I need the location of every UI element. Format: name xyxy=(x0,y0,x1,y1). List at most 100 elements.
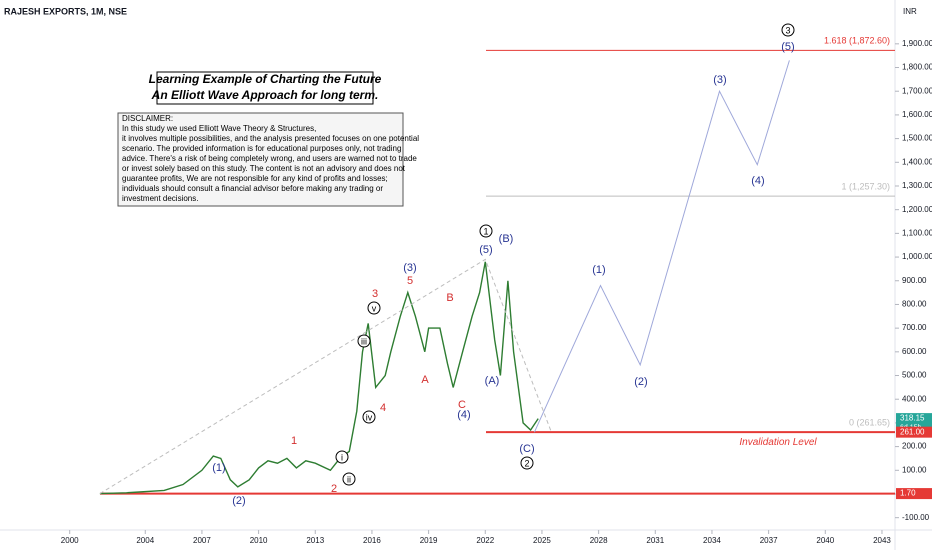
wave-label: i xyxy=(341,452,343,462)
x-tick-label: 2043 xyxy=(873,536,891,545)
wave-label: 1 xyxy=(483,226,488,236)
y-tick-label: 1,300.00 xyxy=(902,181,932,190)
currency: INR xyxy=(903,7,917,16)
header: RAJESH EXPORTS, 1M, NSE xyxy=(4,6,127,16)
wave-circle xyxy=(362,410,376,424)
price-tag xyxy=(896,488,932,500)
plot xyxy=(99,49,895,495)
wave-label: 3 xyxy=(372,288,378,300)
disclaimer-line: In this study we used Elliott Wave Theor… xyxy=(122,124,316,133)
wave-label: (2) xyxy=(634,376,647,388)
y-tick-label: 1,100.00 xyxy=(902,228,932,237)
wave-circle xyxy=(367,301,381,315)
x-tick-label: 2004 xyxy=(136,536,154,545)
disclaimer-line: or invest solely based on this study. Th… xyxy=(122,164,406,173)
wave-label: (C) xyxy=(519,443,534,455)
disclaimer: DISCLAIMER:In this study we used Elliott… xyxy=(117,112,419,207)
wave-circle xyxy=(335,450,349,464)
x-tick-label: 2013 xyxy=(306,536,324,545)
wave-label: 2 xyxy=(331,483,337,495)
disclaimer-line: scenario. The provided information is fo… xyxy=(122,144,401,153)
wave-circle xyxy=(781,23,795,37)
wave-label: (4) xyxy=(751,175,764,187)
wave-label: v xyxy=(372,303,377,313)
y-tick-label: 700.00 xyxy=(902,323,927,332)
series-line xyxy=(99,258,552,495)
wave-label: (1) xyxy=(212,462,225,474)
y-tick-label: 800.00 xyxy=(902,300,927,309)
x-tick-label: 2010 xyxy=(250,536,268,545)
wave-label: 4 xyxy=(380,402,386,414)
y-tick-label: -100.00 xyxy=(902,513,930,522)
price-tag-label: 1.70 xyxy=(900,489,916,498)
wave-label: B xyxy=(446,292,453,304)
title-line: Learning Example of Charting the Future xyxy=(149,72,382,86)
wave-label: 2 xyxy=(524,458,529,468)
series-line xyxy=(99,261,539,495)
x-tick-label: 2019 xyxy=(420,536,438,545)
level-label: 1.618 (1,872.60) xyxy=(824,36,890,46)
wave-label: (3) xyxy=(403,262,416,274)
wave-label: 5 xyxy=(407,275,413,287)
y-tick-label: 1,200.00 xyxy=(902,205,932,214)
level-label: 0 (261.65) xyxy=(849,417,890,427)
wave-label: (1) xyxy=(592,264,605,276)
price-tag-label: 318.15 xyxy=(900,414,925,423)
y-tick-label: 1,500.00 xyxy=(902,134,932,143)
disclaimer-line: individuals should consult a financial a… xyxy=(122,184,383,193)
y-tick-label: 500.00 xyxy=(902,371,927,380)
wave-label: ii xyxy=(347,474,351,484)
wave-label: (A) xyxy=(485,375,500,387)
x-tick-label: 2028 xyxy=(590,536,608,545)
x-tick-label: 2000 xyxy=(61,536,79,545)
x-tick-label: 2031 xyxy=(646,536,664,545)
y-tick-label: 400.00 xyxy=(902,394,927,403)
invalidation-label: Invalidation Level xyxy=(739,437,817,448)
y-tick-label: 900.00 xyxy=(902,276,927,285)
disclaimer-line: guarantee profits, We are not responsibl… xyxy=(122,174,388,183)
title-line: An Elliott Wave Approach for long term. xyxy=(151,88,379,102)
wave-circle xyxy=(357,334,371,348)
disclaimer-line: investment decisions. xyxy=(122,194,198,203)
y-tick-label: 600.00 xyxy=(902,347,927,356)
wave-label: 1 xyxy=(291,435,297,447)
x-tick-label: 2034 xyxy=(703,536,721,545)
title-box-frame xyxy=(156,71,374,105)
disclaimer-frame xyxy=(117,112,404,207)
wave-label: C xyxy=(458,399,466,411)
y-tick-label: 1,800.00 xyxy=(902,63,932,72)
x-tick-label: 2040 xyxy=(816,536,834,545)
wave-label: A xyxy=(421,374,429,386)
x-tick-label: 2025 xyxy=(533,536,551,545)
disclaimer-line: it involves multiple possibilities, and … xyxy=(122,134,419,143)
y-tick-label: 100.00 xyxy=(902,465,927,474)
y-tick-label: 1,000.00 xyxy=(902,252,932,261)
y-tick-label: 1,700.00 xyxy=(902,86,932,95)
x-tick-label: 2037 xyxy=(760,536,778,545)
x-tick-label: 2007 xyxy=(193,536,211,545)
disclaimer-line: advice. There's a risk of being complete… xyxy=(122,154,417,163)
wave-circle xyxy=(520,456,534,470)
wave-label: (4) xyxy=(457,409,470,421)
series-line xyxy=(533,60,790,433)
wave-label: 3 xyxy=(785,25,790,35)
y-tick-label: 200.00 xyxy=(902,442,927,451)
y-tick-label: 1,400.00 xyxy=(902,157,932,166)
price-tag-label: 261.00 xyxy=(900,427,925,436)
wave-label: iv xyxy=(366,412,373,422)
wave-label: (5) xyxy=(479,244,492,256)
y-tick-label: 1,900.00 xyxy=(902,39,932,48)
price-tag xyxy=(896,426,932,438)
disclaimer-line: DISCLAIMER: xyxy=(122,114,173,123)
title-box: Learning Example of Charting the Future … xyxy=(149,71,382,105)
wave-label: (2) xyxy=(232,495,245,507)
level-label: 1 (1,257.30) xyxy=(841,181,890,191)
wave-label: (3) xyxy=(713,74,726,86)
wave-label: iii xyxy=(361,336,367,346)
wave-circle xyxy=(342,472,356,486)
wave-circle xyxy=(479,224,493,238)
y-tick-label: 1,600.00 xyxy=(902,110,932,119)
wave-label: (B) xyxy=(499,233,514,245)
